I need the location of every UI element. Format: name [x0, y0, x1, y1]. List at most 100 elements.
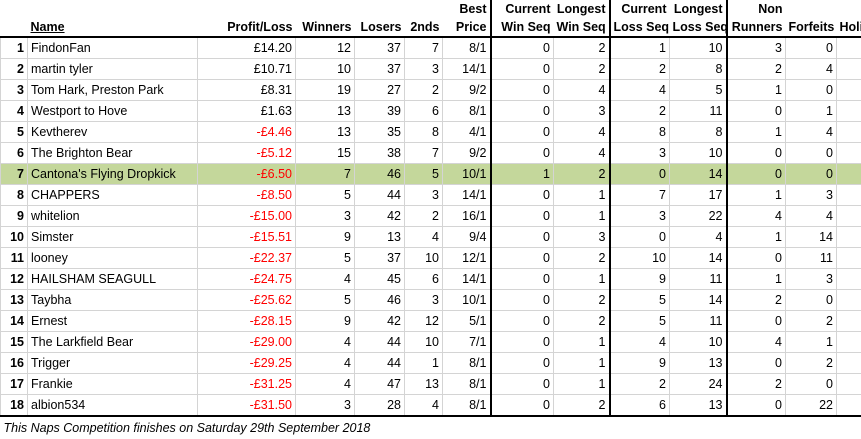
player-name: The Larkfield Bear [28, 332, 198, 353]
losers: 27 [355, 80, 405, 101]
footer-note: This Naps Competition finishes on Saturd… [1, 416, 861, 439]
row-position: 6 [1, 143, 28, 164]
profit-loss: -£15.51 [198, 227, 296, 248]
losers: 42 [355, 311, 405, 332]
forfeits: 1 [786, 332, 837, 353]
seconds: 10 [405, 332, 443, 353]
longest-loss-seq: 14 [670, 248, 727, 269]
losers: 44 [355, 185, 405, 206]
longest-loss-seq: 22 [670, 206, 727, 227]
longest-loss-seq: 4 [670, 227, 727, 248]
longest-win-seq: 4 [554, 143, 610, 164]
non-runners: 1 [727, 227, 786, 248]
header-blank [1, 18, 28, 37]
winners: 7 [296, 164, 355, 185]
profit-loss: -£6.50 [198, 164, 296, 185]
current-loss-seq: 4 [610, 332, 670, 353]
best-price: 8/1 [443, 353, 491, 374]
row-position: 16 [1, 353, 28, 374]
player-name: albion534 [28, 395, 198, 417]
losers: 28 [355, 395, 405, 417]
seconds: 2 [405, 206, 443, 227]
header-holiday: Holiday [837, 18, 861, 37]
player-name: Ernest [28, 311, 198, 332]
forfeits: 11 [786, 248, 837, 269]
forfeits: 1 [786, 101, 837, 122]
longest-loss-seq: 10 [670, 37, 727, 59]
current-loss-seq: 0 [610, 164, 670, 185]
holiday: 0 [837, 101, 861, 122]
row-position: 17 [1, 374, 28, 395]
longest-loss-seq: 11 [670, 311, 727, 332]
longest-win-seq: 2 [554, 248, 610, 269]
current-win-seq: 0 [491, 227, 554, 248]
seconds: 4 [405, 227, 443, 248]
losers: 38 [355, 143, 405, 164]
forfeits: 2 [786, 353, 837, 374]
current-loss-seq: 3 [610, 206, 670, 227]
current-win-seq: 0 [491, 374, 554, 395]
row-position: 7 [1, 164, 28, 185]
row-position: 5 [1, 122, 28, 143]
holiday: 6 [837, 80, 861, 101]
profit-loss: £14.20 [198, 37, 296, 59]
longest-win-seq: 1 [554, 185, 610, 206]
longest-win-seq: 1 [554, 269, 610, 290]
longest-loss-seq: 14 [670, 290, 727, 311]
current-loss-seq: 0 [610, 227, 670, 248]
forfeits: 0 [786, 164, 837, 185]
forfeits: 0 [786, 37, 837, 59]
longest-loss-seq: 5 [670, 80, 727, 101]
current-win-seq: 0 [491, 248, 554, 269]
longest-loss-seq: 11 [670, 269, 727, 290]
header-price: Price [443, 18, 491, 37]
longest-win-seq: 1 [554, 353, 610, 374]
current-loss-seq: 6 [610, 395, 670, 417]
holiday: 0 [837, 143, 861, 164]
winners: 9 [296, 227, 355, 248]
longest-win-seq: 4 [554, 80, 610, 101]
longest-loss-seq: 17 [670, 185, 727, 206]
player-name: CHAPPERS [28, 185, 198, 206]
profit-loss: -£5.12 [198, 143, 296, 164]
header-profit: Profit/Loss [198, 18, 296, 37]
row-position: 13 [1, 290, 28, 311]
longest-win-seq: 1 [554, 206, 610, 227]
current-win-seq: 0 [491, 290, 554, 311]
current-win-seq: 0 [491, 206, 554, 227]
current-loss-seq: 8 [610, 122, 670, 143]
longest-win-seq: 2 [554, 290, 610, 311]
forfeits: 4 [786, 59, 837, 80]
holiday: 3 [837, 353, 861, 374]
longest-loss-seq: 10 [670, 143, 727, 164]
winners: 19 [296, 80, 355, 101]
player-name: Kevtherev [28, 122, 198, 143]
header-blank [198, 0, 296, 18]
seconds: 4 [405, 395, 443, 417]
best-price: 14/1 [443, 59, 491, 80]
header-blank [405, 0, 443, 18]
header-row-1: Best Current Longest Current Longest Non [1, 0, 861, 18]
longest-loss-seq: 8 [670, 59, 727, 80]
longest-win-seq: 2 [554, 164, 610, 185]
row-position: 10 [1, 227, 28, 248]
longest-loss-seq: 11 [670, 101, 727, 122]
winners: 9 [296, 311, 355, 332]
losers: 39 [355, 101, 405, 122]
non-runners: 0 [727, 143, 786, 164]
player-name: Westport to Hove [28, 101, 198, 122]
non-runners: 3 [727, 37, 786, 59]
seconds: 3 [405, 185, 443, 206]
header-runners: Runners [727, 18, 786, 37]
holiday: 0 [837, 206, 861, 227]
losers: 37 [355, 248, 405, 269]
longest-loss-seq: 8 [670, 122, 727, 143]
holiday: 0 [837, 332, 861, 353]
header-longest-loss: Longest [670, 0, 727, 18]
best-price: 9/2 [443, 80, 491, 101]
